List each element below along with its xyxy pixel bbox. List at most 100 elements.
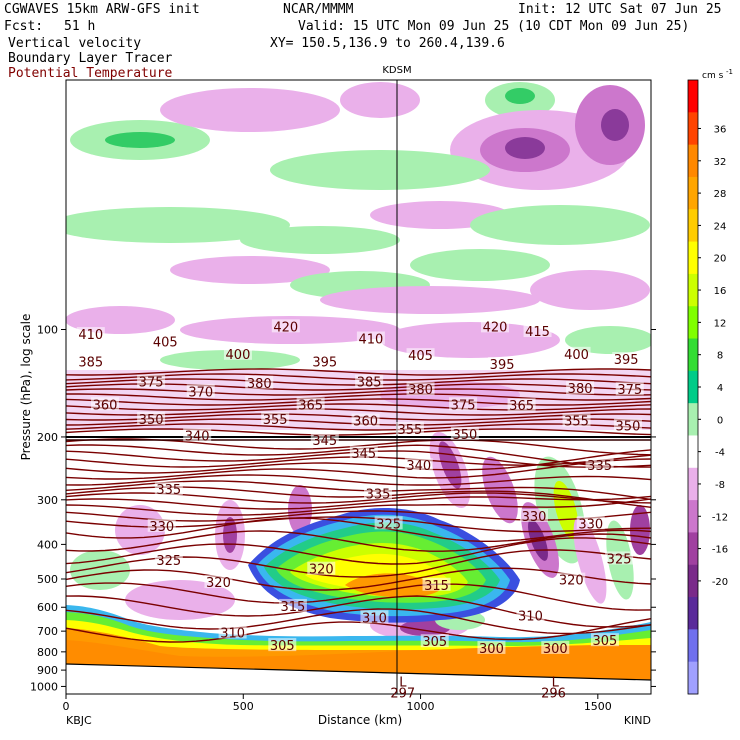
y-tick-label: 500 bbox=[37, 573, 58, 586]
cross-section-endpoints: XY= 150.5,136.9 to 260.4,139.6 bbox=[270, 36, 505, 51]
x-tick-label: 500 bbox=[233, 700, 254, 713]
theta-label-bg bbox=[349, 446, 378, 460]
theta-label-bg bbox=[218, 625, 247, 639]
theta-label: 365 bbox=[509, 399, 534, 414]
theta-label-bg bbox=[245, 375, 274, 389]
theta-label: 335 bbox=[156, 483, 181, 498]
theta-label: 310 bbox=[518, 609, 543, 624]
theta-label-bg bbox=[271, 319, 300, 333]
theta-label: 420 bbox=[273, 320, 298, 335]
theta-label: 320 bbox=[206, 576, 231, 591]
theta-label-bg bbox=[395, 421, 424, 435]
theta-label-bg bbox=[360, 610, 389, 624]
theta-label-bg bbox=[420, 634, 449, 648]
theta-contour-line bbox=[66, 618, 651, 643]
colorbar-tick-label: -8 bbox=[715, 480, 725, 491]
theta-label: 325 bbox=[376, 517, 401, 532]
y-tick-label: 400 bbox=[37, 538, 58, 551]
theta-label-bg bbox=[406, 382, 435, 396]
theta-label-bg bbox=[516, 608, 545, 622]
right-station-label: KIND bbox=[624, 714, 651, 727]
theta-label: 340 bbox=[185, 429, 210, 444]
theta-label: 355 bbox=[564, 415, 589, 430]
theta-label: 305 bbox=[422, 635, 447, 650]
theta-label-bg bbox=[406, 348, 435, 362]
theta-label: 310 bbox=[362, 611, 387, 626]
theta-label: 375 bbox=[617, 383, 642, 398]
theta-contour-line bbox=[66, 595, 651, 628]
theta-label-bg bbox=[261, 411, 290, 425]
x-axis-label: Distance (km) bbox=[318, 713, 402, 727]
colorbar-tick-label: 4 bbox=[717, 383, 723, 394]
theta-label-bg bbox=[364, 486, 392, 500]
theta-label: 380 bbox=[247, 377, 272, 392]
x-tick-label: 0 bbox=[63, 700, 70, 713]
colorbar-swatch bbox=[688, 403, 698, 436]
colorbar-units: cm s bbox=[702, 71, 724, 81]
theta-label-bg bbox=[605, 551, 634, 565]
theta-label-bg bbox=[296, 397, 325, 411]
tracer-label: 296 bbox=[541, 687, 566, 702]
theta-contour-line bbox=[66, 537, 651, 565]
colorbar-swatch bbox=[688, 435, 698, 469]
theta-label-bg bbox=[477, 640, 506, 654]
theta-contour-line bbox=[66, 458, 651, 480]
y-tick-label: 200 bbox=[37, 431, 58, 444]
theta-label: 375 bbox=[139, 376, 164, 391]
theta-label: 360 bbox=[353, 415, 378, 430]
colorbar-swatch bbox=[688, 564, 698, 598]
theta-label: 360 bbox=[93, 398, 118, 413]
theta-label: 315 bbox=[424, 579, 449, 594]
theta-label: 335 bbox=[366, 487, 391, 502]
tracer-label: 297 bbox=[390, 687, 415, 702]
theta-label: 395 bbox=[312, 356, 337, 371]
colorbar-tick-label: 16 bbox=[714, 286, 727, 297]
colorbar-swatch bbox=[688, 629, 698, 663]
theta-label: 305 bbox=[270, 639, 295, 654]
theta-contour-line bbox=[66, 403, 651, 411]
colorbar-swatch bbox=[688, 176, 698, 210]
tracer-label: L bbox=[552, 675, 560, 690]
theta-label: 380 bbox=[568, 382, 593, 397]
model-title: CGWAVES 15km ARW-GFS init bbox=[4, 2, 200, 17]
theta-label-bg bbox=[488, 357, 517, 371]
theta-label-bg bbox=[268, 638, 297, 652]
colorbar-tick-label: 0 bbox=[717, 415, 723, 426]
theta-label-bg bbox=[310, 433, 339, 447]
y-tick-label: 1000 bbox=[30, 680, 58, 693]
theta-label-bg bbox=[615, 382, 644, 396]
theta-label: 350 bbox=[452, 428, 477, 443]
theta-label: 385 bbox=[78, 356, 103, 371]
colorbar-swatch bbox=[688, 500, 698, 533]
colorbar-tick-label: 12 bbox=[714, 318, 727, 329]
colorbar-swatch bbox=[688, 306, 698, 340]
theta-label: 310 bbox=[220, 626, 245, 641]
init-time: Init: 12 UTC Sat 07 Jun 25 bbox=[518, 2, 722, 17]
theta-label-bg bbox=[310, 354, 339, 368]
theta-contour-line bbox=[66, 449, 651, 474]
colorbar-swatch bbox=[688, 209, 698, 243]
y-tick-label: 600 bbox=[37, 601, 58, 614]
theta-label: 395 bbox=[614, 353, 639, 368]
theta-label: 330 bbox=[522, 510, 547, 525]
theta-label: 385 bbox=[357, 376, 382, 391]
theta-label-bg bbox=[557, 572, 586, 586]
colorbar-tick-label: -4 bbox=[715, 448, 725, 459]
theta-label: 350 bbox=[616, 420, 641, 435]
field-potential-temperature: Potential Temperature bbox=[8, 66, 173, 81]
theta-contour-line bbox=[66, 388, 651, 396]
theta-label-bg bbox=[204, 575, 233, 589]
theta-label: 355 bbox=[263, 413, 288, 428]
colorbar-tick-label: -12 bbox=[712, 512, 728, 523]
theta-label-bg bbox=[585, 458, 614, 472]
theta-label: 345 bbox=[351, 447, 376, 462]
axes: 100 200 300 400 500 600 700 800 900 1000 0 500 1000 1… bbox=[30, 323, 656, 713]
theta-label: 335 bbox=[587, 459, 612, 474]
theta-label: 300 bbox=[479, 642, 504, 657]
theta-label: 410 bbox=[78, 328, 103, 343]
theta-label-bg bbox=[481, 319, 509, 333]
theta-label: 415 bbox=[525, 325, 550, 340]
theta-label-bg bbox=[355, 374, 384, 388]
mid-station-label: KDSM bbox=[382, 65, 411, 76]
theta-label: 400 bbox=[564, 348, 589, 363]
